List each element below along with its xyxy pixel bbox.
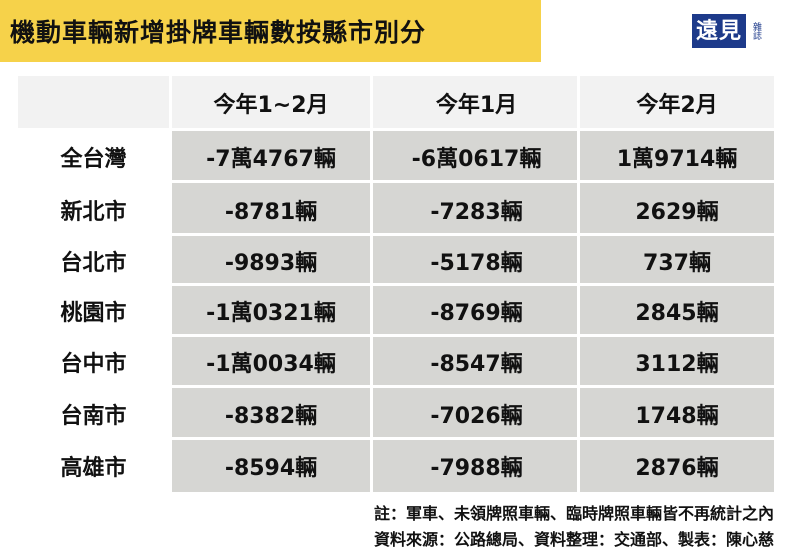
grid-line-horizontal [18,233,774,236]
table-cell: -8781輛 [169,183,373,236]
column-header: 今年1~2月 [169,76,373,130]
title-bar: 機動車輛新增掛牌車輛數按縣市別分 [0,0,541,62]
source-note: 資料來源：公路總局、資料整理：交通部、製表：陳心慈 [373,530,774,549]
row-label: 新北市 [18,183,169,236]
table-corner-cell [18,76,169,130]
row-label: 台南市 [18,388,169,440]
table-cell: 737輛 [580,236,774,285]
grid-line-horizontal [18,283,774,286]
row-label: 桃園市 [18,285,169,336]
logo-sub: 雜誌 [751,22,761,40]
row-label: 台北市 [18,236,169,285]
table-cell: 2845輛 [580,285,774,336]
table-cell: -8594輛 [169,440,373,492]
table-cell: -7萬4767輛 [169,130,373,183]
table-cell: 1萬9714輛 [580,130,774,183]
column-header: 今年2月 [580,76,774,130]
grid-line-horizontal [18,385,774,388]
row-label: 全台灣 [18,130,169,183]
logo-main: 遠見 [692,14,746,48]
column-header: 今年1月 [373,76,580,130]
table-cell: -6萬0617輛 [373,130,580,183]
table-cell: -9893輛 [169,236,373,285]
table-cell: 1748輛 [580,388,774,440]
table-cell: -5178輛 [373,236,580,285]
grid-line-horizontal [18,128,774,131]
grid-line-horizontal [18,334,774,337]
footnote: 註：軍車、未領牌照車輛、臨時牌照車輛皆不再統計之內 [373,504,774,523]
table-cell: -1萬0321輛 [169,285,373,336]
grid-line-horizontal [18,437,774,440]
logo: 遠見 雜誌 [692,14,772,48]
page-title: 機動車輛新增掛牌車輛數按縣市別分 [10,18,427,47]
row-label: 台中市 [18,336,169,388]
table-cell: -8382輛 [169,388,373,440]
table-cell: -7283輛 [373,183,580,236]
table-cell: 3112輛 [580,336,774,388]
grid-line-horizontal [18,180,774,183]
table-cell: -8769輛 [373,285,580,336]
table-cell: 2629輛 [580,183,774,236]
table-cell: -1萬0034輛 [169,336,373,388]
table-cell: -7026輛 [373,388,580,440]
table-cell: -7988輛 [373,440,580,492]
table-cell: -8547輛 [373,336,580,388]
table-cell: 2876輛 [580,440,774,492]
row-label: 高雄市 [18,440,169,492]
